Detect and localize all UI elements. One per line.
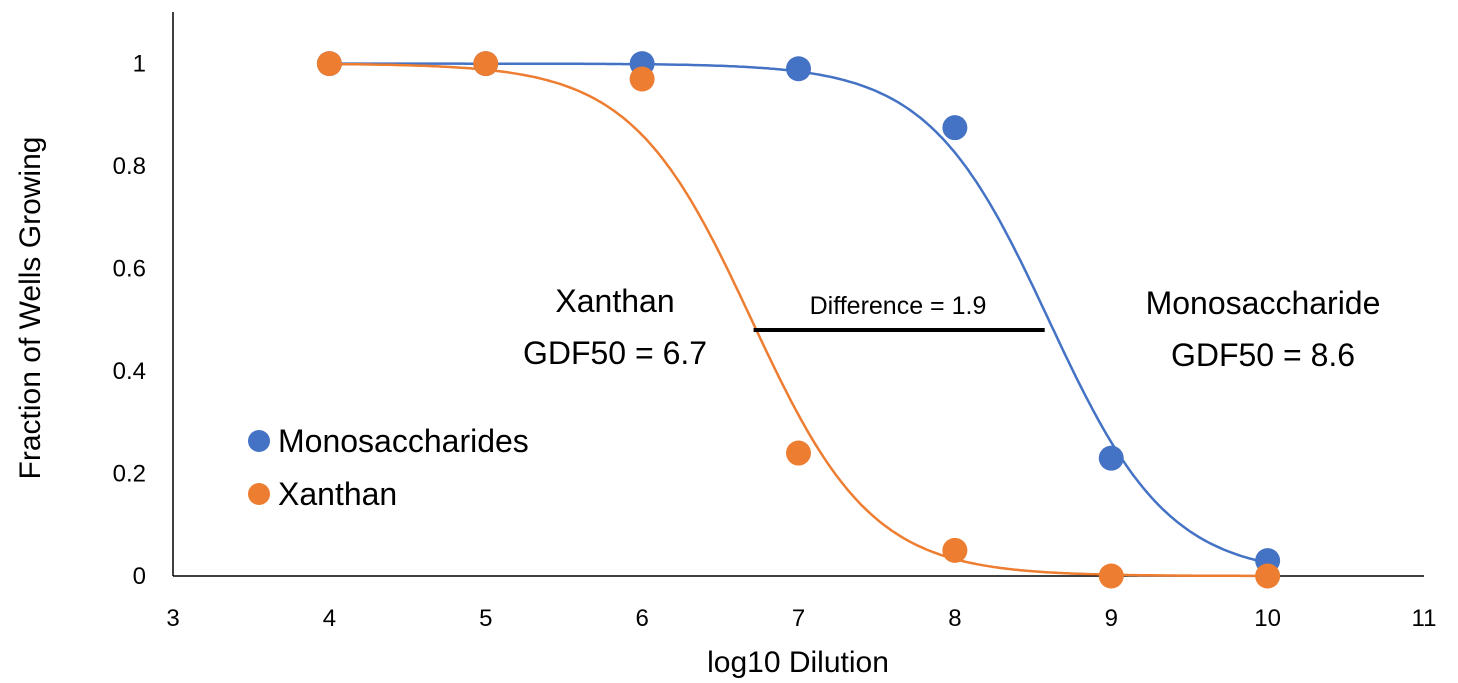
xanthan-data-point (473, 51, 499, 77)
monosaccharides-fit-curve (329, 62, 1268, 565)
xanthan-data-point (629, 66, 655, 92)
y-tick-label: 0.2 (113, 461, 146, 488)
y-tick-label: 0.4 (113, 358, 146, 385)
y-tick-labels: 0 0.2 0.4 0.6 0.8 1 (113, 51, 146, 590)
x-tick-label: 8 (948, 605, 961, 632)
y-tick-label: 0.8 (113, 153, 146, 180)
legend-marker-xanthan (248, 483, 270, 505)
xanthan-data-point (1098, 563, 1124, 589)
difference-annotation: Difference = 1.9 (810, 292, 987, 320)
y-tick-label: 1 (133, 51, 146, 78)
data-points (316, 51, 1281, 589)
legend-marker-monosaccharides (248, 430, 270, 452)
x-tick-labels: 3 4 5 6 7 8 9 10 11 (166, 605, 1436, 632)
xanthan-data-point (786, 440, 811, 466)
y-axis-title: Fraction of Wells Growing (14, 137, 47, 480)
y-tick-label: 0 (133, 563, 146, 590)
monosaccharide-annotation-name: Monosaccharide (1146, 285, 1381, 321)
x-tick-label: 11 (1412, 605, 1437, 632)
x-tick-label: 5 (479, 605, 492, 632)
xanthan-data-point (942, 537, 968, 563)
xanthan-annotation-name: Xanthan (555, 283, 674, 319)
x-tick-label: 6 (635, 605, 648, 632)
x-tick-label: 7 (792, 605, 805, 632)
monosaccharide-annotation-gdf: GDF50 = 8.6 (1171, 337, 1355, 373)
monosaccharides-data-point (942, 115, 968, 141)
x-tick-label: 3 (166, 605, 179, 632)
xanthan-data-point (1255, 563, 1281, 589)
monosaccharides-data-point (1098, 445, 1124, 471)
legend-label-xanthan: Xanthan (278, 476, 397, 512)
xanthan-fit-curve (329, 62, 1268, 578)
xanthan-data-point (316, 51, 342, 77)
x-tick-label: 4 (323, 605, 336, 632)
legend-label-monosaccharides: Monosaccharides (278, 423, 529, 459)
x-tick-label: 9 (1105, 605, 1118, 632)
monosaccharides-data-point (786, 56, 811, 82)
y-tick-label: 0.6 (113, 256, 146, 283)
x-axis-title: log10 Dilution (707, 646, 889, 679)
legend: Monosaccharides Xanthan (248, 423, 529, 512)
x-tick-label: 10 (1254, 605, 1281, 632)
xanthan-annotation-gdf: GDF50 = 6.7 (523, 335, 707, 371)
